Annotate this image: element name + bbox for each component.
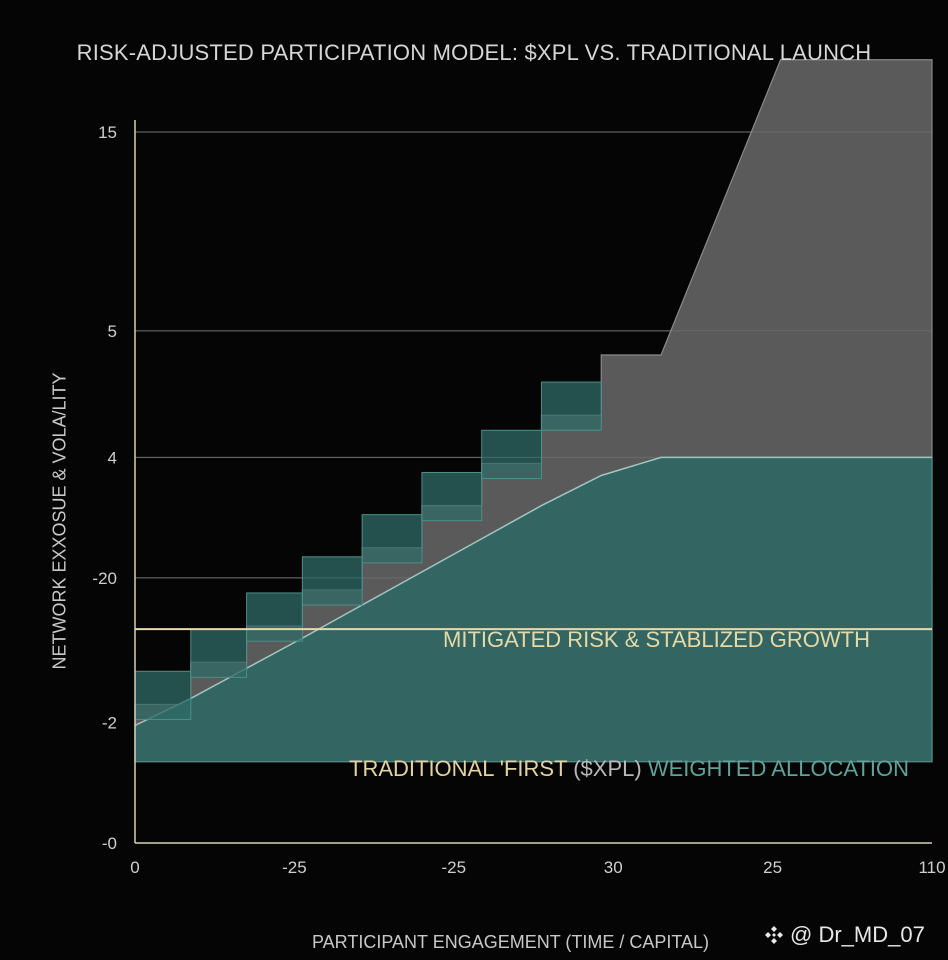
y-tick-label-2: -2 (102, 714, 117, 733)
annotation-traditional-part2: ($XPL) (573, 756, 642, 781)
annotation-traditional-part1: TRADITIONAL 'FIRST (349, 756, 568, 781)
step-box-8 (540, 381, 602, 431)
annotation-traditional-launch: TRADITIONAL 'FIRST ($XPL) WEIGHTED ALLOC… (349, 756, 909, 782)
annotation-traditional-part3: WEIGHTED ALLOCATION (647, 756, 910, 781)
y-tick-label-5: 5 (108, 322, 117, 341)
step-box-5 (361, 514, 423, 564)
x-tick-label-2: -25 (282, 858, 307, 877)
step-box-1 (134, 670, 192, 720)
watermark-handle: @ Dr_MD_07 (790, 922, 925, 947)
x-tick-label-3: -25 (442, 858, 467, 877)
y-tick-label-1: -0 (102, 834, 117, 853)
x-axis-label: PARTICIPANT ENGAGEMENT (TIME / CAPITAL) (312, 932, 710, 952)
step-box-4 (301, 556, 363, 606)
y-tick-label-3: -20 (92, 569, 117, 588)
x-tick-label-5: 25 (763, 858, 782, 877)
x-tick-label-1: 0 (130, 858, 139, 877)
step-box-6 (421, 471, 483, 522)
step-box-7 (481, 429, 542, 479)
y-tick-label-4: 4 (108, 448, 117, 467)
binance-diamond-icon (765, 926, 783, 944)
step-box-2 (190, 628, 248, 678)
step-box-3 (246, 592, 303, 642)
watermark: @ Dr_MD_07 (764, 922, 925, 948)
y-tick-label-6: 15 (98, 123, 117, 142)
series-line-xpl (134, 456, 932, 727)
annotation-mitigated-risk: MITIGATED RISK & STABLIZED GROWTH (443, 627, 870, 652)
x-tick-label-6: 110 (918, 858, 945, 877)
chart-title: RISK-ADJUSTED PARTICIPATION MODEL: $XPL … (76, 40, 872, 65)
x-tick-label-4: 30 (604, 858, 623, 877)
y-axis-label: NETWORK EXXOSUE & VOLA/LITY (49, 372, 70, 670)
